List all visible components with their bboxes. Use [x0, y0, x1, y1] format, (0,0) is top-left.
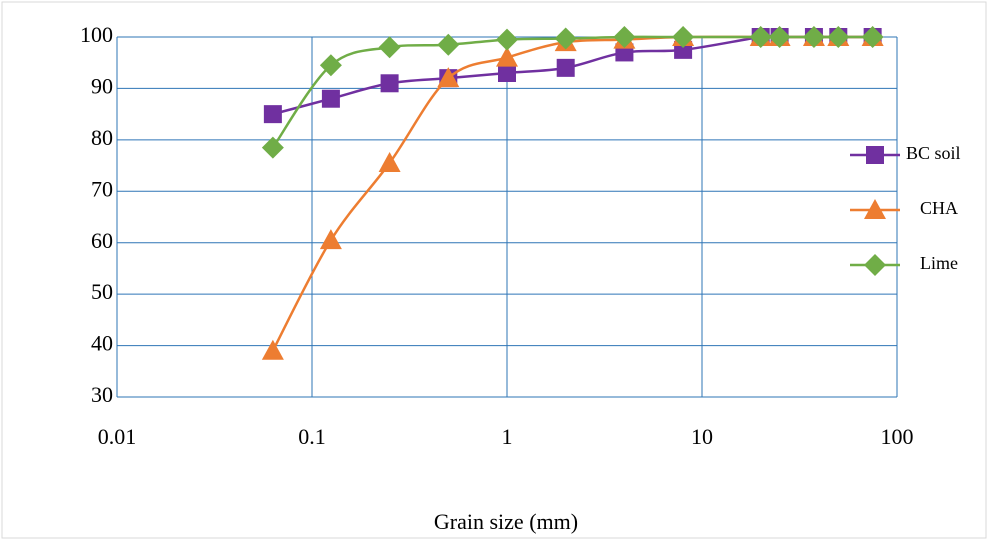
marker [749, 26, 772, 48]
y-tick-label: 80 [91, 125, 113, 150]
legend-label: BC soil [906, 143, 961, 163]
marker [380, 74, 399, 93]
marker [866, 146, 884, 164]
marker [768, 26, 791, 48]
x-tick-label: 10 [691, 424, 713, 449]
y-tick-label: 100 [80, 22, 113, 47]
y-tick-label: 30 [91, 382, 113, 407]
marker [802, 26, 825, 48]
y-tick-label: 40 [91, 331, 113, 356]
marker [319, 229, 342, 250]
marker [378, 152, 401, 172]
marker [498, 64, 516, 82]
marker [378, 36, 401, 59]
marker [261, 339, 284, 360]
marker [672, 26, 695, 48]
y-tick-label: 70 [91, 176, 113, 201]
legend-label: CHA [920, 198, 958, 218]
x-tick-label: 100 [881, 424, 914, 449]
y-tick-label: 90 [91, 73, 113, 98]
marker [321, 89, 340, 108]
x-axis-title: Grain size (mm) [434, 509, 578, 534]
y-tick-label: 60 [91, 228, 113, 253]
x-tick-label: 0.1 [298, 424, 326, 449]
marker [556, 58, 575, 77]
marker [827, 26, 850, 48]
marker [496, 28, 518, 51]
marker [864, 254, 886, 276]
marker [861, 26, 884, 48]
marker [554, 27, 577, 50]
y-tick-label: 50 [91, 279, 113, 304]
marker [613, 26, 636, 48]
marker [437, 67, 460, 88]
x-tick-label: 0.01 [98, 424, 137, 449]
marker [263, 105, 282, 124]
marker [261, 136, 284, 159]
marker [864, 199, 886, 219]
marker [496, 46, 518, 67]
marker [319, 54, 342, 77]
marker [437, 33, 460, 56]
legend-label: Lime [920, 253, 958, 273]
x-tick-label: 1 [502, 424, 513, 449]
